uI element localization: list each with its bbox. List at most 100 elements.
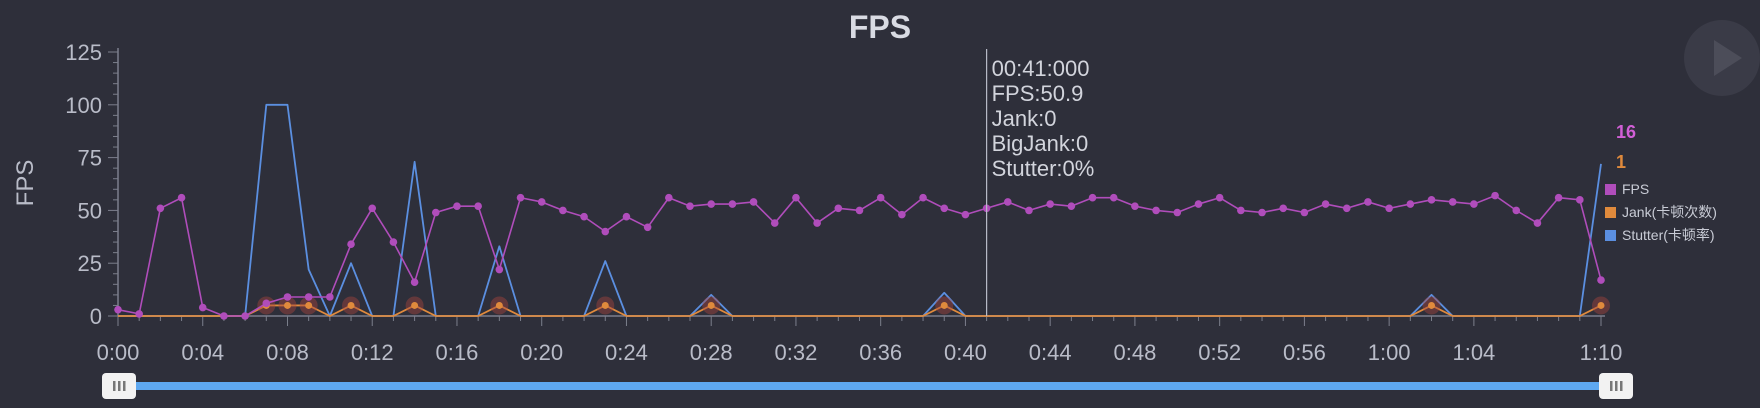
fps-point xyxy=(368,204,377,213)
fps-point xyxy=(1533,219,1542,227)
fps-point xyxy=(1321,200,1330,208)
fps-point xyxy=(1406,200,1415,208)
fps-point xyxy=(495,265,504,274)
x-tick-label: 1:04 xyxy=(1452,340,1495,365)
legend-swatch xyxy=(1605,184,1616,195)
fps-point xyxy=(135,310,143,318)
fps-point xyxy=(304,293,313,301)
fps-point xyxy=(686,202,694,210)
fps-point xyxy=(453,202,461,210)
fps-point xyxy=(1385,204,1393,213)
fps-point xyxy=(792,193,800,202)
axes: 0 25 50 75 100 125 0:00 0:04 0:08 0:12 0:16 0:20 0:2… xyxy=(65,40,1622,365)
fps-point xyxy=(1152,206,1160,215)
fps-point xyxy=(431,208,440,217)
fps-point xyxy=(1215,193,1224,202)
fps-point xyxy=(580,212,588,221)
legend-swatch xyxy=(1605,230,1616,241)
tooltip-line: 00:41:000 xyxy=(992,56,1090,81)
fps-point xyxy=(834,204,843,213)
legend: FPS Jank(卡顿次数) Stutter(卡顿率) xyxy=(1605,181,1717,243)
fps-point xyxy=(855,206,864,215)
chart-title: FPS xyxy=(849,9,911,45)
fps-point xyxy=(1046,200,1054,208)
value-badge: 16 xyxy=(1616,122,1636,142)
time-range-slider[interactable] xyxy=(102,373,1633,399)
x-tick-label: 0:48 xyxy=(1114,340,1157,365)
x-tick-label: 0:56 xyxy=(1283,340,1326,365)
x-tick-label: 0:52 xyxy=(1198,340,1241,365)
fps-point xyxy=(156,204,165,213)
slider-left-handle[interactable] xyxy=(102,373,136,399)
x-tick-label: 0:24 xyxy=(605,340,648,365)
fps-point xyxy=(114,305,122,314)
y-tick-label: 0 xyxy=(90,304,102,329)
x-tick-label: 1:00 xyxy=(1368,340,1411,365)
legend-label: FPS xyxy=(1622,181,1649,197)
slider-right-handle[interactable] xyxy=(1599,373,1633,399)
fps-point xyxy=(898,210,906,219)
legend-swatch xyxy=(1605,207,1616,218)
fps-point xyxy=(601,227,610,236)
y-tick-label: 100 xyxy=(65,93,102,118)
fps-point xyxy=(1025,206,1033,215)
fps-point xyxy=(1067,202,1076,210)
play-icon xyxy=(1714,40,1742,76)
tooltip-line: Stutter:0% xyxy=(992,156,1095,181)
fps-point xyxy=(770,219,779,227)
play-button[interactable] xyxy=(1684,20,1760,96)
fps-point xyxy=(1173,208,1182,217)
fps-point xyxy=(559,206,567,215)
fps-point xyxy=(1342,204,1351,213)
series-line xyxy=(118,304,1602,317)
fps-point xyxy=(1279,204,1288,213)
fps-point xyxy=(876,193,885,202)
slider-track[interactable] xyxy=(117,382,1617,390)
fps-point xyxy=(347,240,355,248)
fps-point xyxy=(1258,208,1266,217)
fps-point xyxy=(1554,193,1563,202)
fps-point xyxy=(665,193,673,202)
fps-point xyxy=(1470,200,1478,208)
fps-point xyxy=(516,193,525,202)
jank-point xyxy=(601,301,609,309)
fps-point xyxy=(389,238,398,246)
fps-point xyxy=(919,193,927,202)
fps-point xyxy=(1427,196,1436,204)
jank-point xyxy=(1428,301,1436,309)
fps-point xyxy=(813,219,821,227)
fps-point xyxy=(1597,276,1605,284)
fps-point xyxy=(940,204,949,213)
y-tick-label: 25 xyxy=(78,251,102,276)
fps-point xyxy=(1109,193,1118,202)
fps-point xyxy=(410,278,419,287)
fps-point xyxy=(1004,198,1012,206)
tooltip-line: Jank:0 xyxy=(992,106,1057,131)
y-tick-label: 125 xyxy=(65,40,102,65)
jank-point xyxy=(707,301,715,309)
fps-point xyxy=(1237,206,1245,215)
value-badge: 1 xyxy=(1616,152,1626,172)
tooltip-line: BigJank:0 xyxy=(992,131,1089,156)
value-badges: 16 1 xyxy=(1616,122,1636,172)
legend-label: Jank(卡顿次数) xyxy=(1622,204,1717,220)
fps-point xyxy=(1576,196,1584,204)
fps-point xyxy=(241,312,249,320)
x-tick-label: 0:00 xyxy=(97,340,140,365)
fps-point xyxy=(1512,206,1521,215)
jank-point xyxy=(1597,301,1605,309)
fps-point xyxy=(537,198,546,206)
x-tick-label: 0:20 xyxy=(520,340,563,365)
fps-point xyxy=(1131,202,1139,210)
legend-label: Stutter(卡顿率) xyxy=(1622,227,1715,243)
fps-point xyxy=(262,299,271,308)
fps-point xyxy=(728,200,737,208)
jank-point xyxy=(305,301,313,309)
fps-point xyxy=(1364,198,1372,206)
tooltip-line: FPS:50.9 xyxy=(992,81,1084,106)
fps-point xyxy=(707,200,715,208)
fps-point xyxy=(177,193,186,202)
y-tick-label: 50 xyxy=(78,198,102,223)
fps-point xyxy=(326,293,334,301)
